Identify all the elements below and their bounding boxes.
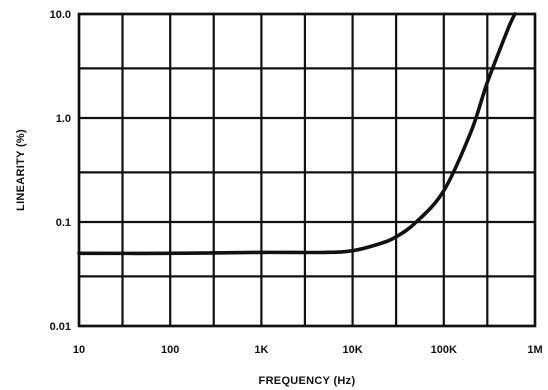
y-tick-labels: 0.01 0.1 1.0 10.0 [50, 9, 71, 333]
x-axis-title: FREQUENCY (Hz) [259, 375, 356, 387]
data-series [77, 12, 517, 256]
y-tick-label: 0.1 [56, 217, 71, 229]
x-tick-labels: 10 100 1K 10K 100K 1M [73, 344, 543, 356]
y-axis-title: LINEARITY (%) [15, 129, 27, 211]
x-tick-label: 100K [431, 344, 457, 356]
grid [77, 12, 537, 328]
x-tick-label: 10K [343, 344, 363, 356]
x-tick-label: 1K [254, 344, 268, 356]
y-tick-label: 1.0 [56, 113, 71, 125]
plot-frame [77, 12, 537, 328]
y-tick-label: 10.0 [50, 9, 71, 21]
linearity-curve [77, 12, 517, 256]
y-tick-label: 0.01 [50, 321, 71, 333]
x-tick-label: 1M [527, 344, 542, 356]
x-tick-label: 100 [161, 344, 179, 356]
x-tick-label: 10 [73, 344, 85, 356]
